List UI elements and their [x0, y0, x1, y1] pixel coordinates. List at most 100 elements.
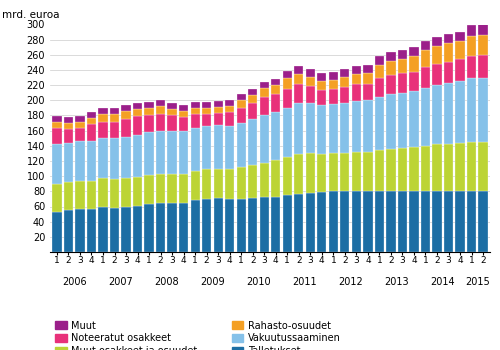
Bar: [282, 108, 292, 157]
Bar: [214, 125, 223, 169]
Bar: [76, 121, 84, 128]
Bar: [282, 71, 292, 78]
Bar: [214, 198, 223, 252]
Bar: [122, 137, 130, 178]
Bar: [87, 181, 96, 209]
Bar: [168, 131, 176, 174]
Bar: [110, 208, 119, 252]
Bar: [144, 204, 154, 252]
Bar: [190, 171, 200, 199]
Bar: [87, 124, 96, 140]
Bar: [202, 169, 211, 199]
Bar: [364, 191, 372, 252]
Bar: [282, 195, 292, 252]
Bar: [271, 197, 280, 252]
Bar: [110, 179, 119, 208]
Bar: [328, 72, 338, 80]
Bar: [410, 71, 418, 91]
Bar: [87, 118, 96, 124]
Bar: [190, 108, 200, 114]
Bar: [156, 106, 165, 114]
Bar: [421, 146, 430, 191]
Text: 2008: 2008: [154, 277, 178, 287]
Bar: [456, 143, 464, 191]
Bar: [398, 58, 407, 73]
Bar: [52, 184, 62, 212]
Bar: [478, 25, 488, 35]
Bar: [398, 148, 407, 191]
Bar: [248, 165, 258, 198]
Bar: [352, 66, 361, 74]
Bar: [375, 97, 384, 149]
Bar: [133, 177, 142, 206]
Bar: [352, 152, 361, 191]
Bar: [76, 209, 84, 252]
Bar: [467, 142, 476, 191]
Bar: [225, 100, 234, 106]
Bar: [64, 182, 73, 210]
Bar: [398, 191, 407, 252]
Bar: [87, 140, 96, 181]
Bar: [352, 84, 361, 101]
Bar: [236, 100, 246, 108]
Bar: [317, 80, 326, 90]
Bar: [352, 191, 361, 252]
Bar: [248, 89, 258, 95]
Bar: [64, 123, 73, 129]
Legend: Muut, Noteeratut osakkeet, Muut osakkeet ja osuudet, Rahasto-osuudet, Vakuutussa: Muut, Noteeratut osakkeet, Muut osakkeet…: [55, 321, 341, 350]
Bar: [421, 191, 430, 252]
Bar: [52, 144, 62, 184]
Bar: [190, 199, 200, 252]
Bar: [236, 94, 246, 100]
Bar: [294, 154, 304, 194]
Bar: [64, 129, 73, 143]
Bar: [386, 61, 396, 75]
Bar: [225, 169, 234, 199]
Bar: [52, 116, 62, 121]
Bar: [294, 103, 304, 154]
Bar: [202, 199, 211, 252]
Bar: [179, 131, 188, 174]
Bar: [306, 193, 315, 252]
Text: 2015: 2015: [465, 277, 489, 287]
Bar: [98, 207, 108, 252]
Text: 2014: 2014: [430, 277, 455, 287]
Bar: [340, 191, 349, 252]
Bar: [467, 191, 476, 252]
Bar: [317, 192, 326, 252]
Bar: [352, 74, 361, 84]
Bar: [110, 114, 119, 121]
Bar: [340, 87, 349, 103]
Bar: [444, 43, 453, 62]
Bar: [317, 90, 326, 105]
Bar: [282, 157, 292, 195]
Bar: [410, 147, 418, 191]
Bar: [248, 119, 258, 165]
Bar: [133, 108, 142, 116]
Bar: [410, 191, 418, 252]
Bar: [52, 121, 62, 128]
Bar: [456, 60, 464, 80]
Bar: [122, 207, 130, 252]
Bar: [168, 116, 176, 131]
Bar: [87, 209, 96, 252]
Bar: [478, 78, 488, 142]
Bar: [444, 191, 453, 252]
Bar: [306, 86, 315, 103]
Bar: [260, 88, 269, 97]
Bar: [398, 49, 407, 58]
Bar: [190, 114, 200, 128]
Bar: [294, 194, 304, 252]
Bar: [432, 85, 442, 144]
Bar: [236, 123, 246, 167]
Bar: [467, 36, 476, 56]
Bar: [76, 141, 84, 181]
Bar: [375, 149, 384, 191]
Bar: [444, 34, 453, 43]
Bar: [76, 116, 84, 121]
Bar: [271, 85, 280, 94]
Bar: [294, 84, 304, 103]
Text: 2009: 2009: [200, 277, 224, 287]
Bar: [144, 102, 154, 108]
Bar: [364, 73, 372, 84]
